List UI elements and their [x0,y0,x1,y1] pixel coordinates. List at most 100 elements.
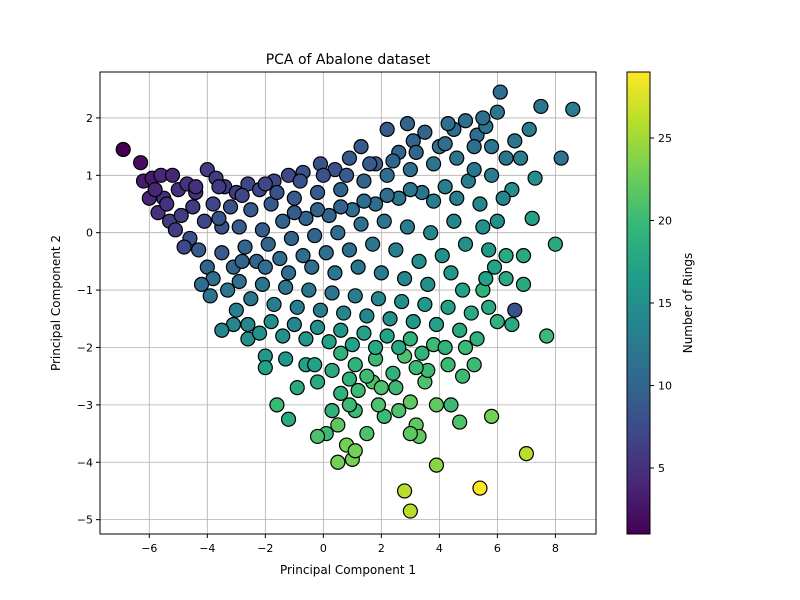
scatter-point [524,210,540,226]
scatter-point [515,276,532,292]
scatter-point [336,305,352,321]
scatter-point [449,150,465,166]
scatter-point [440,299,456,315]
scatter-point [391,403,407,419]
scatter-point [466,357,482,373]
scatter-point [347,443,363,459]
colorbar-tick-label: 5 [658,462,665,475]
scatter-point [347,357,363,373]
scatter-point [338,167,355,183]
x-axis-ticks: −6 −4 −2 0 2 4 6 8 [141,534,559,555]
colorbar-ticks: 5 10 15 20 25 [650,132,672,475]
scatter-point [263,314,279,330]
scatter-point [486,259,503,275]
scatter-point [388,242,404,258]
scatter-point [266,296,282,313]
scatter-point [353,139,369,155]
y-tick-label: 0 [86,227,93,240]
scatter-point [428,316,445,333]
scatter-point [388,380,404,396]
scatter-point [330,454,346,470]
scatter-point [457,236,474,252]
scatter-point [286,205,302,221]
colorbar-tick-label: 20 [658,215,672,228]
scatter-point [254,222,271,238]
scatter-point [362,156,378,172]
scatter-point [324,403,340,419]
scatter-point [483,139,500,155]
scatter-point [469,331,485,347]
scatter-point [260,236,276,252]
scatter-point [341,150,358,166]
scatter-point [286,316,302,333]
scatter-point [254,276,271,292]
scatter-point [309,184,326,201]
scatter-point [283,230,300,247]
scatter-point [307,227,323,244]
scatter-point [457,113,474,129]
y-tick-label: −1 [77,284,93,297]
scatter-point [396,271,413,287]
scatter-point [176,239,192,255]
scatter-point [289,380,305,396]
scatter-point [350,382,366,399]
scatter-point [475,110,491,126]
scatter-point [269,184,285,201]
scatter-point [489,314,505,330]
scatter-point [356,173,372,189]
scatter-point [454,368,471,384]
scatter-point [402,394,418,410]
y-axis-ticks: −5 −4 −3 −2 −1 0 1 2 [77,112,100,527]
scatter-point [191,242,207,258]
x-tick-label: −2 [257,542,273,555]
scatter-point [164,167,181,183]
scatter-point [417,296,433,313]
y-tick-label: 1 [86,169,93,182]
scatter-point [481,299,497,315]
scatter-point [527,170,543,186]
scatter-point [365,236,381,252]
scatter-point [425,193,442,209]
scatter-point [394,293,410,310]
scatter-point [420,276,436,292]
scatter-point [333,345,349,361]
scatter-point [414,345,430,361]
scatter-point [307,357,323,373]
scatter-point [379,121,395,137]
scatter-point [515,248,532,264]
scatter-point [321,334,337,350]
scatter-point [188,179,204,195]
scatter-point [211,210,227,226]
scatter-point [428,397,445,413]
scatter-points [115,84,581,519]
scatter-point [478,271,494,287]
scatter-point [193,276,210,292]
scatter-point [417,124,433,140]
x-axis-label: Principal Component 1 [280,563,416,577]
scatter-point [385,153,401,169]
scatter-point [408,144,424,160]
scatter-point [347,288,363,304]
scatter-point [214,322,230,338]
scatter-point [446,213,462,229]
scatter-point [356,193,372,209]
scatter-point [483,167,500,183]
scatter-point [240,316,256,333]
scatter-point [173,207,189,224]
scatter-point [350,259,366,275]
scatter-point [440,357,456,373]
scatter-point [385,365,401,381]
scatter-point [367,339,384,356]
x-tick-label: 8 [552,542,559,555]
scatter-point [318,245,334,261]
scatter-point [333,322,349,338]
scatter-point [457,339,474,356]
scatter-point [286,190,302,206]
colorbar-tick-label: 15 [658,297,672,310]
y-tick-label: −4 [77,456,93,469]
scatter-point [504,316,520,333]
scatter-point [185,199,201,215]
scatter-point [399,116,416,132]
scatter-point [324,362,340,379]
